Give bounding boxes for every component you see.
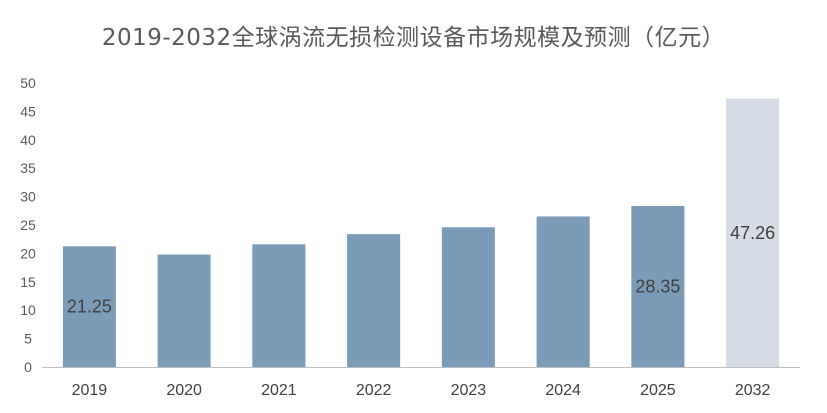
x-tick-label: 2019 [72, 382, 108, 399]
bar-2021 [252, 244, 306, 367]
data-label: 28.35 [635, 276, 680, 296]
bar-2032 [726, 98, 780, 367]
x-tick-label: 2021 [261, 382, 297, 399]
x-tick-label: 2020 [166, 382, 202, 399]
y-tick-label: 25 [20, 217, 36, 233]
y-tick-label: 45 [20, 103, 36, 119]
bar-2025 [631, 205, 685, 367]
bar-2023 [441, 227, 495, 367]
y-tick-label: 0 [24, 359, 32, 375]
x-tick-label: 2022 [356, 382, 392, 399]
x-tick-label: 2025 [640, 382, 676, 399]
y-tick-label: 20 [20, 245, 36, 261]
x-tick-label: 2024 [545, 382, 581, 399]
x-tick-label: 2023 [451, 382, 487, 399]
chart-title: 2019-2032全球涡流无损检测设备市场规模及预测（亿元） [101, 25, 726, 51]
bar-2019 [62, 246, 116, 367]
y-tick-label: 10 [20, 302, 36, 318]
y-tick-label: 50 [20, 75, 36, 91]
data-label: 47.26 [730, 223, 775, 243]
y-tick-label: 40 [20, 132, 36, 148]
y-tick-label: 15 [20, 274, 36, 290]
y-tick-label: 5 [24, 331, 32, 347]
x-tick-label: 2032 [735, 382, 771, 399]
bar-2024 [536, 216, 590, 367]
y-tick-label: 35 [20, 160, 36, 176]
y-tick-label: 30 [20, 189, 36, 205]
bar-2020 [157, 254, 211, 367]
data-label: 21.25 [67, 297, 112, 317]
bar-2022 [347, 234, 401, 367]
